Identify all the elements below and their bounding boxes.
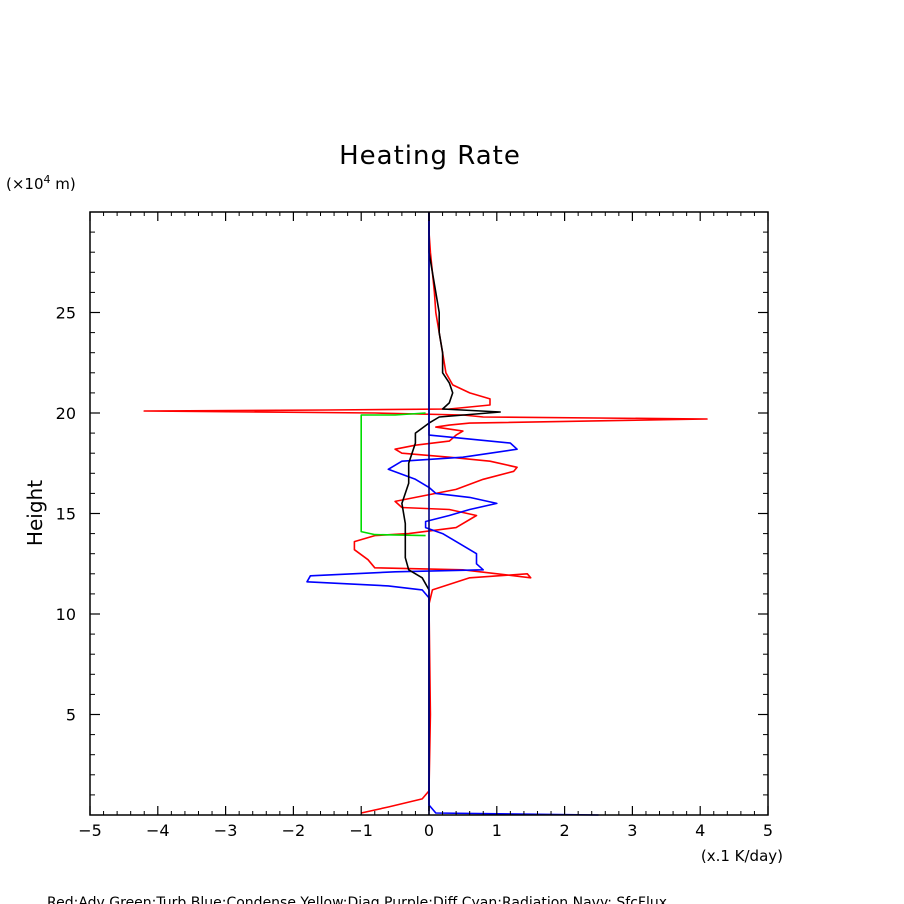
legend-text: Red:Adv Green:Turb Blue:Condense Yellow:…: [47, 895, 667, 904]
series-line-turb: [360, 412, 426, 537]
y-unit-label: (×104 m): [6, 173, 76, 193]
y-tick-label: 20: [56, 404, 76, 423]
tick-layer: −5 −4 −3 −2 −1 0 1 2 3 4 5 5 10 15 20 25: [56, 212, 773, 840]
x-tick-label: 4: [695, 821, 705, 840]
series-layer: [143, 212, 708, 816]
y-axis-title: Height: [23, 480, 47, 546]
x-tick-label: −1: [349, 821, 373, 840]
x-tick-label: 2: [560, 821, 570, 840]
x-tick-label: −3: [214, 821, 238, 840]
series-line-adv: [143, 212, 708, 814]
x-tick-label: 0: [424, 821, 434, 840]
x-tick-label: 5: [763, 821, 773, 840]
chart-title: Heating Rate: [339, 141, 521, 171]
x-tick-label: −5: [78, 821, 102, 840]
y-tick-label: 10: [56, 605, 76, 624]
x-tick-label: 1: [492, 821, 502, 840]
y-tick-label: 15: [56, 505, 76, 524]
x-tick-label: −4: [146, 821, 170, 840]
y-tick-label: 5: [66, 706, 76, 725]
x-tick-label: −2: [282, 821, 306, 840]
series-line-condense: [306, 212, 599, 816]
series-line-total: [401, 212, 502, 811]
y-unit-prefix: (×10: [6, 175, 44, 193]
y-unit-suffix: m): [51, 175, 76, 193]
x-tick-label: 3: [627, 821, 637, 840]
y-tick-label: 25: [56, 304, 76, 323]
x-unit-label: (x.1 K/day): [701, 847, 783, 865]
plot-frame: [89, 211, 769, 816]
y-unit-exponent: 4: [44, 173, 51, 186]
